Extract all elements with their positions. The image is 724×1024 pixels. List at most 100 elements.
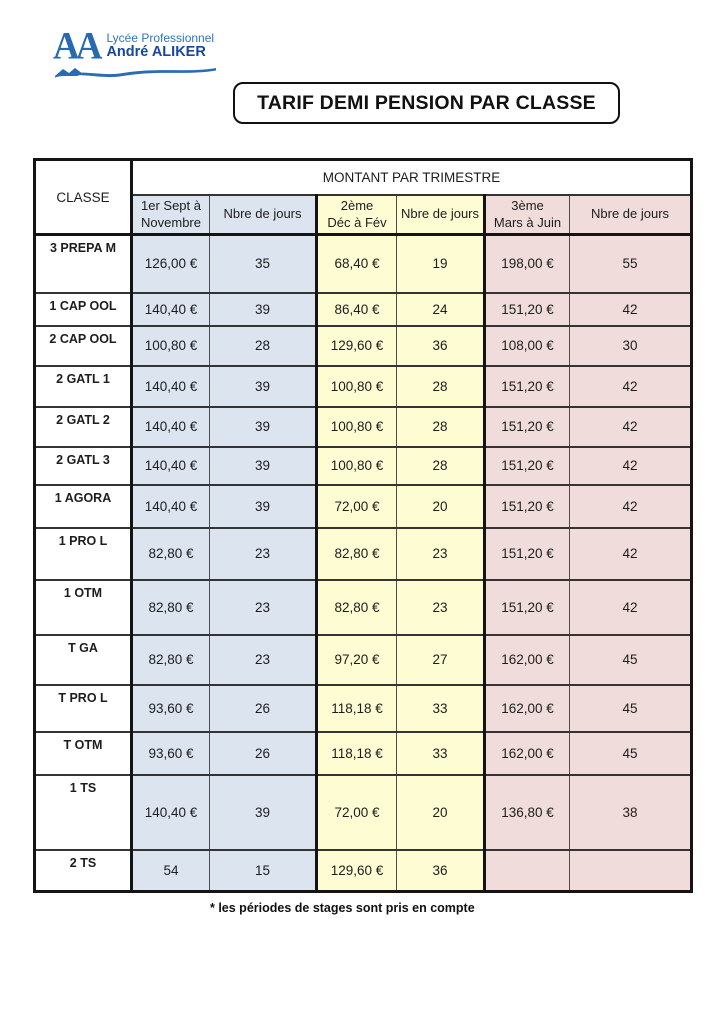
table-row: T GA 82,80 €23 97,20 €27 162,00 €45 [34,634,693,686]
montant-header-cell: MONTANT PAR TRIMESTRE [130,159,693,196]
amount-cell: 162,00 € [484,731,570,776]
class-cell: 2 TS [34,849,133,893]
amount-cell: 108,00 € [484,325,570,367]
days-cell: 23 [209,527,318,581]
table-row: 1 CAP OOL 140,40 €39 86,40 €24 151,20 €42 [34,292,693,327]
days-cell: 23 [396,579,486,636]
amount-cell: 151,20 € [484,446,570,486]
amount-cell: 86,40 € [316,292,397,327]
days-cell: 28 [396,365,486,408]
days-cell: 39 [209,484,318,529]
amount-cell: 140,40 € [131,365,210,408]
days-cell: 39 [209,406,318,448]
days-cell: 24 [396,292,486,327]
amount-cell: 54 [131,849,210,893]
days-cell: 20 [396,774,486,851]
days-cell: 42 [568,484,693,529]
amount-cell: 82,80 € [131,579,210,636]
days-cell: 35 [209,234,318,294]
amount-cell: 82,80 € [131,527,210,581]
column-header: Nbre de jours [396,194,486,236]
column-header: Nbre de jours [209,194,318,236]
amount-cell: 129,60 € [316,325,397,367]
amount-cell: 82,80 € [316,579,397,636]
class-cell: T PRO L [34,684,133,733]
days-cell: 27 [396,634,486,686]
amount-cell: 97,20 € [316,634,397,686]
table-row: 1 PRO L 82,80 €23 82,80 €23 151,20 €42 [34,527,693,581]
amount-cell: 100,80 € [316,446,397,486]
amount-cell: 118,18 € [316,684,397,733]
table-row: T OTM 93,60 €26 118,18 €33 162,00 €45 [34,731,693,776]
table-row: 3 PREPA M 126,00 €35 68,40 €19 198,00 €55 [34,234,693,294]
days-cell: 38 [568,774,693,851]
table-row: 1 OTM 82,80 €23 82,80 €23 151,20 €42 [34,579,693,636]
logo-monogram-aa: AA [53,24,102,68]
days-cell: 28 [209,325,318,367]
amount-cell: 151,20 € [484,579,570,636]
amount-cell: 151,20 € [484,484,570,529]
school-logo: AA Lycée Professionnel André ALIKER [53,24,223,85]
class-cell: 2 GATL 1 [34,365,133,408]
class-cell: T OTM [34,731,133,776]
amount-cell: 140,40 € [131,774,210,851]
amount-cell: 140,40 € [131,484,210,529]
amount-cell: 136,80 € [484,774,570,851]
amount-cell: 129,60 € [316,849,397,893]
column-header: Nbre de jours [568,194,693,236]
days-cell: 42 [568,292,693,327]
amount-cell: 151,20 € [484,292,570,327]
class-cell: 2 GATL 2 [34,406,133,448]
days-cell: 45 [568,684,693,733]
days-cell: 19 [396,234,486,294]
amount-cell [484,849,570,893]
days-cell: 42 [568,365,693,408]
days-cell: 30 [568,325,693,367]
header-row-columns: 1er Sept à Novembre Nbre de jours 2ème Déc à… [35,194,693,236]
amount-cell: 72,00 € [316,484,397,529]
amount-cell: 118,18 € [316,731,397,776]
days-cell: 45 [568,731,693,776]
class-cell: T GA [34,634,133,686]
amount-cell: 100,80 € [316,365,397,408]
days-cell: 20 [396,484,486,529]
amount-cell: 100,80 € [316,406,397,448]
header-row-group: CLASSE MONTANT PAR TRIMESTRE [34,159,693,236]
days-cell: 45 [568,634,693,686]
amount-cell: 151,20 € [484,406,570,448]
class-cell: 1 OTM [34,579,133,636]
days-cell: 28 [396,446,486,486]
amount-cell: 140,40 € [131,406,210,448]
days-cell: 39 [209,292,318,327]
table-row: 2 GATL 2 140,40 €39 100,80 €28 151,20 €42 [34,406,693,448]
days-cell [568,849,693,893]
amount-cell: 140,40 € [131,292,210,327]
days-cell: 33 [396,731,486,776]
amount-cell: 82,80 € [131,634,210,686]
amount-cell: 126,00 € [131,234,210,294]
table-row: 2 CAP OOL 100,80 €28 129,60 €36 108,00 €30 [34,325,693,367]
days-cell: 28 [396,406,486,448]
table-row: 1 TS 140,40 €39 72,00 €20 136,80 €38 [34,774,693,851]
days-cell: 42 [568,527,693,581]
table-row: 1 AGORA 140,40 €39 72,00 €20 151,20 €42 [34,484,693,529]
class-cell: 1 TS [34,774,133,851]
amount-cell: 151,20 € [484,527,570,581]
days-cell: 36 [396,849,486,893]
column-header: 1er Sept à Novembre [131,194,210,236]
class-cell: 1 PRO L [34,527,133,581]
class-cell: 3 PREPA M [34,234,133,294]
amount-cell: 93,60 € [131,684,210,733]
page-title: TARIF DEMI PENSION PAR CLASSE [233,82,620,124]
class-cell: 2 CAP OOL [34,325,133,367]
days-cell: 26 [209,731,318,776]
days-cell: 15 [209,849,318,893]
days-cell: 42 [568,406,693,448]
amount-cell: 198,00 € [484,234,570,294]
days-cell: 23 [209,579,318,636]
days-cell: 26 [209,684,318,733]
amount-cell: 140,40 € [131,446,210,486]
amount-cell: 162,00 € [484,684,570,733]
class-cell: 2 GATL 3 [34,446,133,486]
